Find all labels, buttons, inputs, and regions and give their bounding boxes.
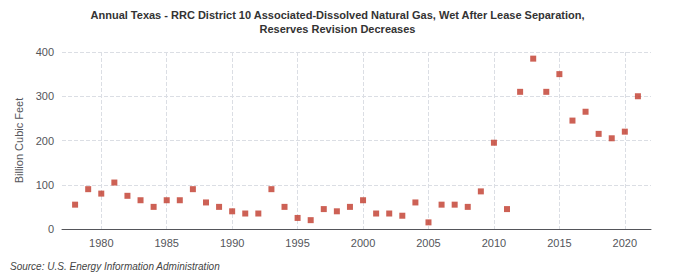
svg-text:400: 400 — [36, 46, 54, 58]
svg-text:300: 300 — [36, 90, 54, 102]
svg-text:1990: 1990 — [220, 237, 244, 249]
svg-text:2010: 2010 — [482, 237, 506, 249]
svg-text:Reserves Revision Decreases: Reserves Revision Decreases — [260, 23, 416, 35]
svg-text:100: 100 — [36, 179, 54, 191]
svg-text:0: 0 — [48, 223, 54, 235]
svg-text:Source: U.S. Energy Informatio: Source: U.S. Energy Information Administ… — [10, 261, 220, 272]
svg-text:2020: 2020 — [613, 237, 637, 249]
svg-text:2000: 2000 — [351, 237, 375, 249]
svg-text:1980: 1980 — [89, 237, 113, 249]
svg-text:2005: 2005 — [416, 237, 440, 249]
svg-text:1995: 1995 — [285, 237, 309, 249]
svg-text:Annual Texas - RRC District 10: Annual Texas - RRC District 10 Associate… — [91, 9, 585, 21]
svg-text:1985: 1985 — [154, 237, 178, 249]
svg-text:2015: 2015 — [547, 237, 571, 249]
svg-text:Billion Cubic Feet: Billion Cubic Feet — [13, 98, 25, 184]
svg-text:200: 200 — [36, 135, 54, 147]
